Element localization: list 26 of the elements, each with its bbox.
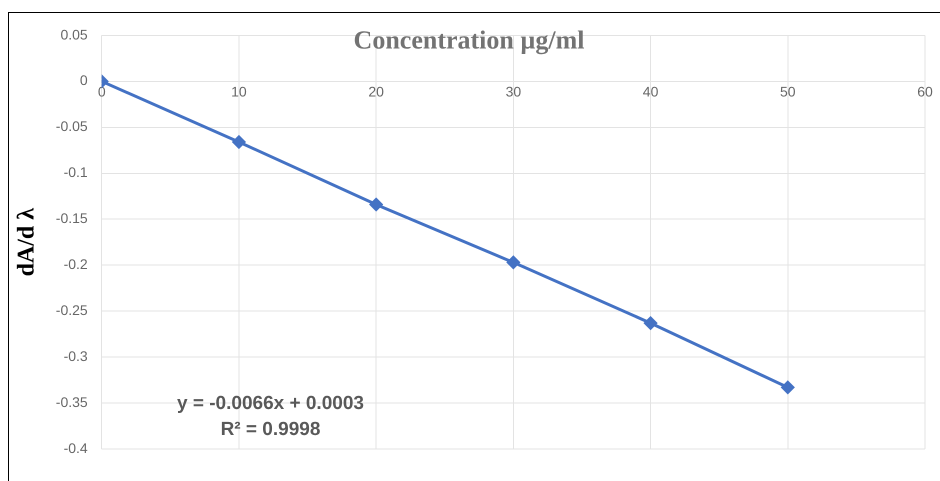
y-tick-label: -0.15	[56, 210, 88, 226]
point	[644, 316, 658, 330]
x-tick-label: 10	[231, 84, 247, 100]
y-axis-title: dA/d λ	[14, 208, 40, 276]
x-axis-title: Concentration µg/ml	[354, 26, 584, 55]
point	[370, 198, 383, 212]
y-tick-label: 0	[80, 72, 88, 88]
point	[506, 256, 520, 269]
x-tick-label: 40	[642, 84, 659, 100]
x-tick-label: 60	[917, 84, 933, 100]
annotation: R² = 0.9998	[220, 419, 320, 440]
x-tick-label: 20	[368, 84, 384, 100]
x-tick-label: 30	[506, 84, 522, 100]
annotation: y = -0.0066x + 0.0003	[176, 393, 364, 414]
y-tick-label: -0.25	[56, 302, 88, 318]
y-tick-label: 0.05	[60, 26, 88, 42]
y-tick-label: -0.1	[64, 164, 88, 180]
point	[781, 380, 794, 394]
y-tick-label: -0.2	[64, 256, 88, 272]
y-tick-label: -0.4	[64, 440, 88, 456]
y-tick-label: -0.35	[56, 394, 88, 410]
y-tick-label: -0.05	[56, 118, 88, 134]
point	[232, 136, 246, 149]
x-tick-label: 50	[780, 84, 796, 100]
x-tick-label: 0	[98, 84, 106, 100]
y-tick-label: -0.3	[64, 348, 88, 364]
